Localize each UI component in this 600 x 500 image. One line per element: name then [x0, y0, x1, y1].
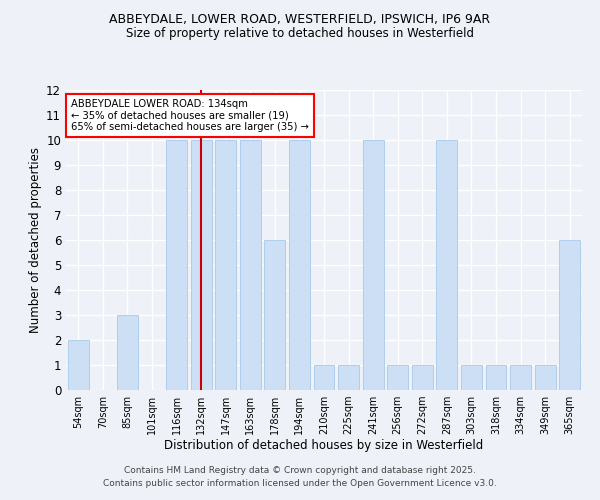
Bar: [240, 140, 261, 390]
Bar: [338, 365, 359, 390]
Bar: [362, 140, 383, 390]
Text: ABBEYDALE, LOWER ROAD, WESTERFIELD, IPSWICH, IP6 9AR: ABBEYDALE, LOWER ROAD, WESTERFIELD, IPSW…: [109, 12, 491, 26]
Bar: [510, 365, 531, 390]
Bar: [314, 365, 334, 390]
Bar: [485, 365, 506, 390]
Bar: [117, 315, 138, 390]
Bar: [166, 140, 187, 390]
Text: ABBEYDALE LOWER ROAD: 134sqm
← 35% of detached houses are smaller (19)
65% of se: ABBEYDALE LOWER ROAD: 134sqm ← 35% of de…: [71, 99, 309, 132]
Bar: [289, 140, 310, 390]
Bar: [68, 340, 89, 390]
Text: Contains HM Land Registry data © Crown copyright and database right 2025.
Contai: Contains HM Land Registry data © Crown c…: [103, 466, 497, 487]
Bar: [265, 240, 286, 390]
Bar: [191, 140, 212, 390]
Bar: [412, 365, 433, 390]
Bar: [215, 140, 236, 390]
Bar: [461, 365, 482, 390]
Text: Size of property relative to detached houses in Westerfield: Size of property relative to detached ho…: [126, 28, 474, 40]
X-axis label: Distribution of detached houses by size in Westerfield: Distribution of detached houses by size …: [164, 438, 484, 452]
Bar: [559, 240, 580, 390]
Y-axis label: Number of detached properties: Number of detached properties: [29, 147, 42, 333]
Bar: [436, 140, 457, 390]
Bar: [387, 365, 408, 390]
Bar: [535, 365, 556, 390]
